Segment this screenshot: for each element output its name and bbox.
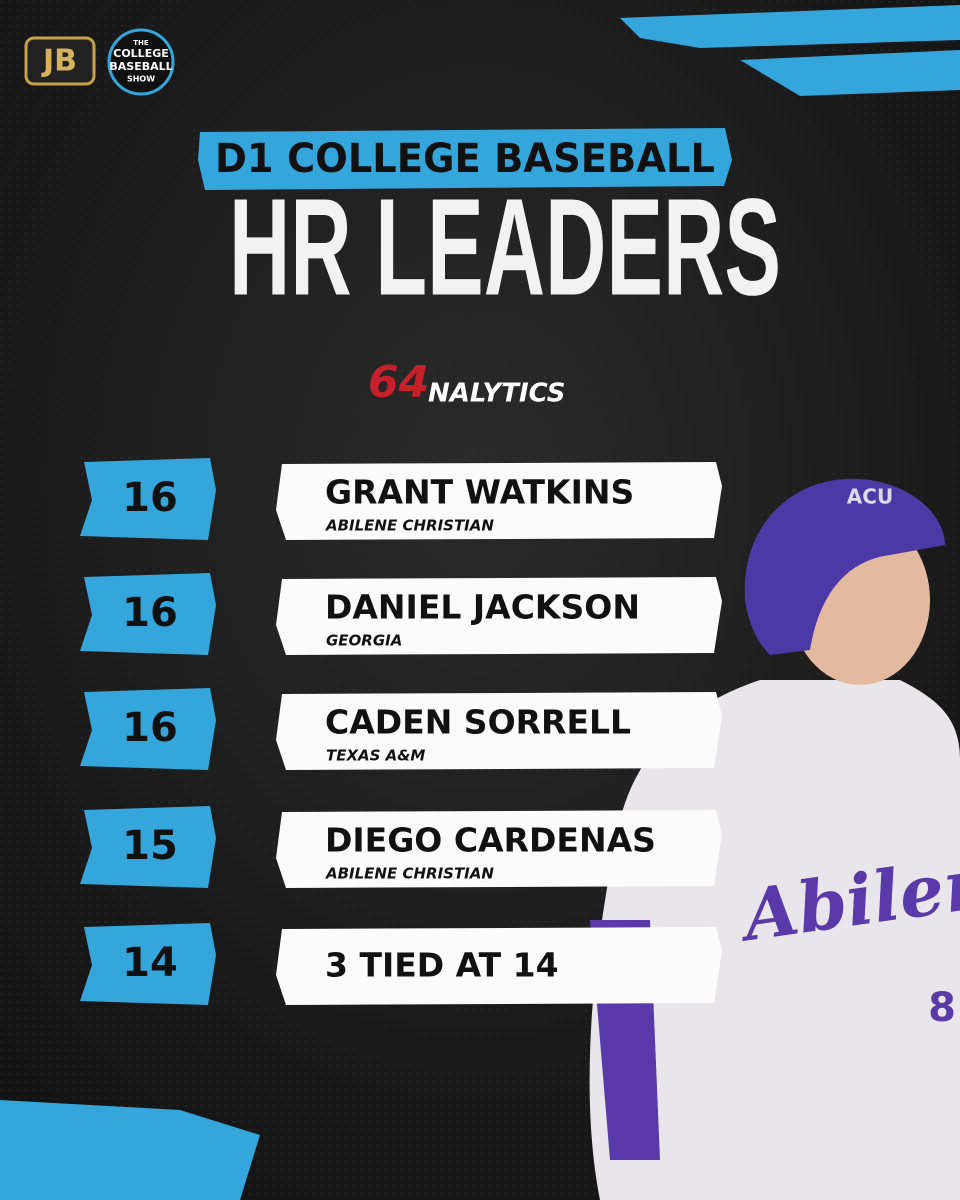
sponsor-name: NALYTICS [428, 379, 566, 409]
player-photo: ACU Abilen 8 [589, 478, 960, 1200]
count-brush [80, 458, 216, 540]
leader-row: 16 GRANT WATKINS ABILENE CHRISTIAN [80, 458, 722, 540]
hr-count: 16 [122, 705, 178, 751]
name-box [276, 927, 722, 1005]
name-box [276, 462, 722, 540]
subtitle: D1 COLLEGE BASEBALL [215, 136, 715, 182]
name-box [276, 577, 722, 655]
jersey [589, 680, 960, 1200]
sponsor-mark: 64 [368, 357, 429, 408]
show-logo [107, 28, 175, 96]
name-box [276, 810, 722, 888]
brush-strokes [0, 5, 960, 1200]
player-name: DANIEL JACKSON [325, 588, 640, 627]
count-brush [80, 923, 216, 1005]
hr-count: 14 [122, 940, 178, 986]
count-brush [80, 688, 216, 770]
show-logo-text: THE COLLEGE BASEBALL SHOW [109, 39, 172, 84]
leaderboard: 16 GRANT WATKINS ABILENE CHRISTIAN 16 DANIEL… [80, 458, 722, 1005]
subtitle-banner [198, 128, 732, 190]
school: ABILENE CHRISTIAN [325, 517, 494, 535]
school: TEXAS A&M [326, 747, 425, 765]
show-logo-line: BASEBALL [109, 60, 172, 73]
hr-count: 15 [122, 823, 178, 869]
jb-logo-text: JB [41, 44, 77, 79]
show-logo-line: COLLEGE [113, 47, 169, 60]
show-logo-line: THE [133, 39, 149, 47]
hr-count: 16 [122, 475, 178, 521]
leader-row: 14 3 TIED AT 14 [80, 923, 722, 1005]
player-name: CADEN SORRELL [325, 703, 631, 742]
count-brush [80, 806, 216, 888]
jb-logo [24, 36, 96, 86]
leader-row: 15 DIEGO CARDENAS ABILENE CHRISTIAN [80, 806, 722, 888]
count-brush [80, 573, 216, 655]
school: GEORGIA [326, 632, 402, 650]
leader-row: 16 DANIEL JACKSON GEORGIA [80, 573, 722, 655]
leader-row: 16 CADEN SORRELL TEXAS A&M [80, 688, 722, 770]
player-name: GRANT WATKINS [325, 473, 634, 512]
player-name: DIEGO CARDENAS [325, 821, 656, 860]
name-box [276, 692, 722, 770]
jersey-number: 8 [928, 985, 956, 1031]
player-name: 3 TIED AT 14 [325, 946, 559, 985]
helmet [744, 478, 945, 655]
show-logo-line: SHOW [127, 75, 155, 84]
hr-count: 16 [122, 590, 178, 636]
title: HR LEADERS [229, 170, 781, 324]
school: ABILENE CHRISTIAN [325, 865, 494, 883]
helmet-text: ACU [847, 485, 893, 509]
